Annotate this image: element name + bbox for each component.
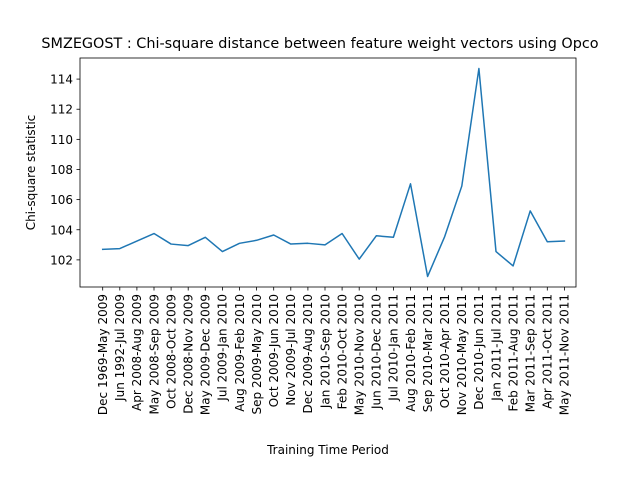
x-tick-label: Jun 1992-Jul 2009 (113, 294, 127, 402)
y-tick-label: 104 (50, 223, 73, 237)
chart-title: SMZEGOST : Chi-square distance between f… (41, 36, 598, 52)
y-tick-label: 112 (50, 103, 73, 117)
series-layer (101, 67, 566, 278)
x-tick-label: May 2011-Nov 2011 (558, 294, 572, 415)
x-tick-label: Dec 2008-Nov 2009 (182, 294, 196, 414)
y-axis-label: Chi-square statistic (24, 115, 38, 231)
x-tick-label: Apr 2008-Aug 2009 (130, 294, 144, 411)
x-tick-label: Apr 2011-Oct 2011 (541, 294, 555, 409)
x-tick-label: May 2010-Nov 2010 (353, 294, 367, 415)
x-tick-label: Oct 2010-Apr 2011 (438, 294, 452, 408)
x-axis-label: Training Time Period (266, 443, 389, 457)
y-tick-label: 106 (50, 193, 73, 207)
x-tick-label: Aug 2009-Feb 2010 (233, 294, 247, 412)
x-tick-label: May 2009-Dec 2009 (199, 294, 213, 415)
x-tick-label: Nov 2009-Jul 2010 (284, 294, 298, 406)
x-tick-label: Jan 2011-Jul 2011 (489, 294, 503, 402)
x-tick-label: Aug 2010-Feb 2011 (404, 294, 418, 412)
x-tick-label: Feb 2010-Oct 2010 (335, 294, 349, 409)
series-line (101, 67, 566, 278)
x-tick-label: Feb 2011-Aug 2011 (506, 294, 520, 411)
x-tick-label: Nov 2010-May 2011 (455, 294, 469, 415)
y-tick-label: 102 (50, 253, 73, 267)
x-tick-label: Jan 2010-Sep 2010 (318, 294, 332, 409)
x-tick-label: Sep 2010-Mar 2011 (421, 294, 435, 412)
x-tick-label: Dec 2010-Jun 2011 (472, 294, 486, 410)
x-tick-label: Sep 2009-May 2010 (250, 294, 264, 414)
x-tick-label: Dec 2009-Aug 2010 (301, 294, 315, 413)
x-tick-label: Jul 2009-Jan 2010 (216, 294, 230, 402)
x-tick-label: Dec 1969-May 2009 (96, 294, 110, 415)
plot-area (79, 57, 577, 288)
y-tick-label: 114 (50, 73, 73, 87)
x-tick-label: Oct 2009-Jun 2010 (267, 294, 281, 407)
x-tick-label: Mar 2011-Sep 2011 (524, 294, 538, 412)
y-axis: 102 104 106 108 110 112 114 (50, 73, 80, 267)
x-tick-label: May 2008-Sep 2009 (147, 294, 161, 414)
x-axis: Dec 1969-May 2009 Jun 1992-Jul 2009 Apr 20… (96, 287, 572, 415)
x-tick-label: Jul 2010-Jan 2011 (387, 294, 401, 402)
x-tick-label: Oct 2008-Oct 2009 (164, 294, 178, 409)
y-tick-label: 110 (50, 133, 73, 147)
y-tick-label: 108 (50, 163, 73, 177)
x-tick-label: Jun 2010-Dec 2010 (370, 294, 384, 410)
